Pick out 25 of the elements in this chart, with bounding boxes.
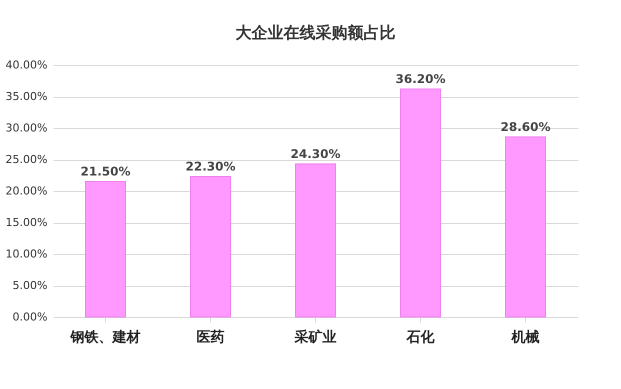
data-label: 21.50% (80, 164, 130, 179)
data-label: 22.30% (186, 160, 236, 174)
bar (295, 163, 336, 318)
y-tick-label: 30.00% (6, 122, 48, 134)
x-tick-label: 钢铁、建材 (70, 330, 140, 346)
data-label: 36.20% (396, 72, 446, 86)
x-tick-label: 医药 (196, 330, 224, 346)
chart-title: 大企业在线采购额占比 (236, 23, 396, 42)
y-tick-label: 40.00% (6, 58, 48, 72)
y-tick-label: 15.00% (6, 216, 48, 229)
x-tick-label: 石化 (406, 330, 436, 346)
y-tick-label: 25.00% (6, 153, 48, 166)
data-label: 28.60% (500, 120, 550, 134)
x-tick-label: 机械 (510, 330, 540, 346)
y-tick-label: 10.00% (6, 248, 48, 260)
x-tick-label: 采矿业 (294, 328, 336, 346)
bar (400, 88, 441, 318)
bar (190, 176, 231, 318)
bar (85, 181, 126, 318)
y-tick-label: 0.00% (12, 310, 48, 324)
y-tick-label: 5.00% (12, 279, 48, 292)
data-label: 24.30% (290, 146, 340, 161)
bar (505, 136, 546, 318)
y-tick-label: 20.00% (6, 184, 48, 198)
y-tick-label: 35.00% (6, 90, 48, 103)
